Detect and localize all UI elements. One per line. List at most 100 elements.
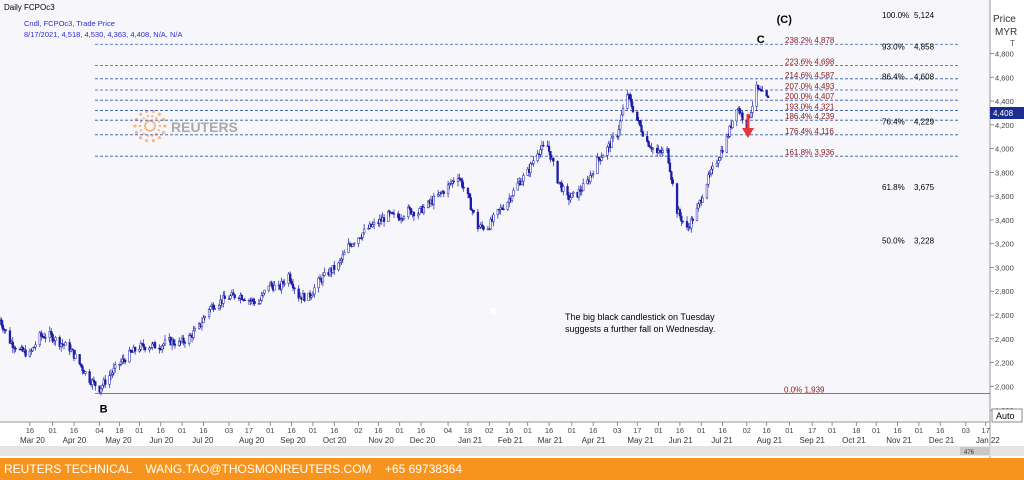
candle-down — [78, 354, 81, 365]
date-tick-label: 16 — [374, 426, 382, 435]
date-tick-label: 01 — [178, 426, 186, 435]
candle-up — [749, 112, 753, 118]
candle-up — [357, 237, 360, 244]
candle-up — [114, 364, 117, 369]
date-tick-label: 01 — [396, 426, 404, 435]
candle-up — [121, 358, 124, 363]
candle-up — [362, 228, 366, 234]
candle-up — [283, 283, 286, 285]
candle-up — [601, 155, 605, 158]
candle-up — [707, 174, 710, 185]
candle-down — [756, 84, 760, 90]
reuters-logo-dot — [139, 136, 143, 140]
candle-down — [308, 292, 312, 298]
time-scrollbar-thumb[interactable] — [960, 447, 990, 455]
candle-down — [4, 329, 7, 331]
date-tick-label: 16 — [545, 426, 553, 435]
date-tick-label: 16 — [763, 426, 771, 435]
candle-down — [51, 333, 54, 342]
candle-down — [18, 348, 22, 351]
candle-up — [317, 277, 320, 289]
fib-extension-label: 186.4% 4,239 — [785, 112, 835, 121]
candle-up — [731, 120, 734, 128]
candle-down — [182, 337, 185, 343]
candle-down — [646, 136, 649, 142]
date-tick-label: 17 — [245, 426, 253, 435]
candle-down — [40, 332, 43, 337]
candle-up — [202, 317, 205, 323]
plot-blank-marker — [490, 308, 496, 314]
reuters-logo-dot — [138, 124, 142, 128]
price-tick-label: 2,200 — [995, 359, 1014, 368]
time-scrollbar-track[interactable] — [0, 446, 1024, 456]
candle-up — [478, 226, 481, 230]
candle-up — [44, 337, 47, 339]
candle-up — [610, 137, 613, 148]
time-axis: 16 01 16 04 18 01 16 01 16 03 17 01 16 01 16 02 16 01 16 04… — [20, 422, 1000, 445]
candle-up — [139, 343, 142, 350]
candle-up — [516, 182, 519, 191]
candle-down — [297, 288, 300, 299]
candle-down — [14, 348, 17, 350]
price-tick-label: 4,200 — [995, 121, 1014, 130]
candle-up — [91, 379, 94, 385]
date-tick-label: 01 — [568, 426, 576, 435]
date-tick-label: 01 — [915, 426, 923, 435]
fib-extension-label: 200.0% 4,407 — [785, 92, 835, 101]
footer-email[interactable]: WANG.TAO@THOSMONREUTERS.COM — [145, 462, 372, 476]
candle-up — [606, 146, 609, 156]
candle-down — [482, 226, 485, 230]
candle-down — [549, 151, 552, 160]
candle-up — [616, 135, 619, 138]
candle-up — [418, 208, 421, 215]
candle-down — [81, 365, 84, 371]
date-tick-label: 03 — [613, 426, 621, 435]
price-tick-label: 4,400 — [995, 97, 1014, 106]
candle-up — [74, 354, 77, 359]
fib-extension-label: 193.0% 4,321 — [785, 102, 835, 111]
candle-up — [710, 168, 713, 174]
reuters-logo-dot — [155, 116, 158, 120]
candle-up — [718, 157, 721, 161]
candle-down — [466, 187, 470, 194]
fib-extension-label: 223.6% 4,698 — [785, 58, 835, 67]
candle-down — [104, 379, 107, 385]
current-price-label: 4,408 — [993, 109, 1014, 118]
candle-up — [38, 332, 41, 346]
month-label: Aug 20 — [239, 436, 265, 445]
price-tick-label: 2,600 — [995, 311, 1014, 320]
candle-down — [253, 301, 256, 304]
reuters-logo-dot — [133, 124, 137, 128]
reuters-logo-dot — [153, 126, 156, 130]
retracement-pct: 76.4% — [882, 117, 905, 126]
candle-up — [407, 206, 410, 217]
date-tick-label: 01 — [785, 426, 793, 435]
candle-down — [765, 90, 768, 97]
price-tick-label: 4,000 — [995, 145, 1014, 154]
candle-down — [79, 363, 83, 367]
candle-down — [243, 299, 246, 301]
candle-up — [338, 260, 342, 264]
candle-up — [263, 289, 266, 294]
candle-up — [569, 197, 572, 201]
month-label: Jun 21 — [669, 436, 694, 445]
candle-down — [675, 183, 679, 214]
annotation-text: suggests a further fall on Wednesday. — [565, 324, 715, 334]
fib-extension-label: 176.4% 4,116 — [785, 127, 834, 136]
candle-up — [539, 149, 542, 155]
candle-up — [128, 349, 131, 363]
reuters-logo-dot — [161, 117, 166, 122]
price-tick-label: 2,000 — [995, 382, 1014, 391]
candle-down — [240, 294, 243, 300]
month-label: Apr 20 — [63, 436, 87, 445]
candle-down — [439, 192, 443, 194]
candle-down — [8, 330, 12, 344]
reuters-logo-dot — [157, 129, 161, 132]
candle-up — [84, 371, 87, 374]
auto-scale-button[interactable] — [991, 408, 1023, 423]
candle-up — [30, 350, 33, 352]
candle-down — [159, 348, 162, 351]
candle-up — [488, 228, 491, 231]
candle-down — [442, 191, 445, 194]
candle-up — [720, 150, 723, 158]
